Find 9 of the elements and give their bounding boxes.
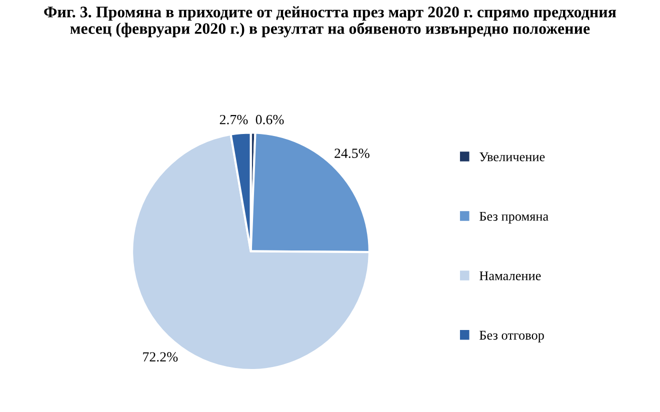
legend-label: Без промяна: [480, 212, 548, 224]
legend-label: Намаление: [480, 271, 541, 280]
data-label: 0.6%: [256, 114, 284, 124]
legend-label: Увеличение: [480, 152, 545, 162]
data-label: 24.5%: [334, 148, 370, 158]
data-label: 72.2%: [143, 352, 178, 362]
chart-title: Фиг. 3. Промяна в приходите от дейността през март 2020 г. спрямо предходния месец (февруари 2020 г.) в резултат на обявеното извънредно положение: [44, 6, 616, 38]
legend-label: Без отговор: [480, 330, 544, 342]
data-label: 2.7%: [220, 114, 248, 124]
